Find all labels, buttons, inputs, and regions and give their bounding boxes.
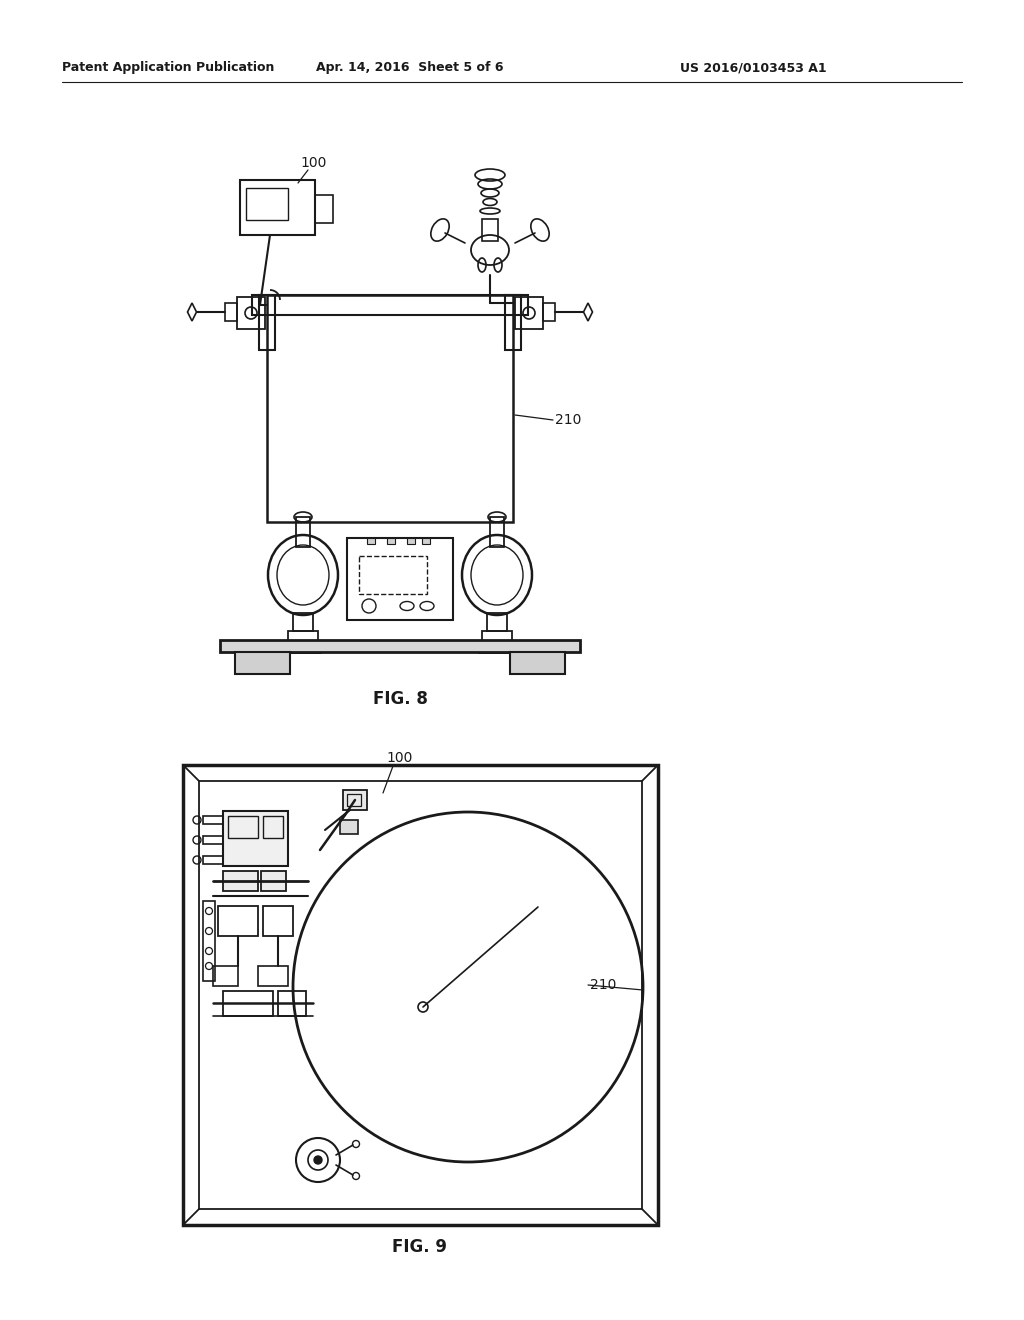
Bar [261, 871, 286, 891]
Bar [315, 195, 333, 223]
Bar [285, 643, 321, 653]
Bar [223, 871, 258, 891]
Bar [258, 966, 288, 986]
Text: FIG. 8: FIG. 8 [373, 690, 427, 708]
Text: 210: 210 [590, 978, 616, 993]
Bar [263, 816, 283, 838]
Bar [223, 810, 288, 866]
Bar [228, 816, 258, 838]
Bar [237, 297, 265, 329]
Bar [259, 294, 275, 350]
Bar [278, 991, 306, 1016]
Bar [246, 187, 288, 220]
Bar [225, 304, 237, 321]
Text: FIG. 9: FIG. 9 [392, 1238, 447, 1257]
Bar [218, 906, 258, 936]
Bar [343, 789, 367, 810]
Text: 100: 100 [386, 751, 413, 766]
Bar [203, 816, 223, 824]
Bar [199, 781, 642, 1209]
Bar [510, 652, 565, 675]
Text: 100: 100 [300, 156, 327, 170]
Bar [223, 991, 273, 1016]
Bar [240, 180, 315, 235]
Bar [293, 612, 313, 631]
Bar [203, 855, 223, 865]
Bar [252, 294, 528, 315]
Polygon shape [584, 304, 593, 321]
Bar [387, 539, 395, 544]
Text: US 2016/0103453 A1: US 2016/0103453 A1 [680, 62, 826, 74]
Circle shape [314, 1156, 322, 1164]
Bar [482, 631, 512, 643]
Bar [543, 304, 555, 321]
Bar [482, 219, 498, 242]
Bar [263, 906, 293, 936]
Text: Apr. 14, 2016  Sheet 5 of 6: Apr. 14, 2016 Sheet 5 of 6 [316, 62, 504, 74]
Bar [288, 631, 318, 643]
Bar [359, 556, 427, 594]
Bar [203, 836, 223, 843]
Bar [220, 640, 580, 652]
Text: Patent Application Publication: Patent Application Publication [62, 62, 274, 74]
Bar [515, 297, 543, 329]
Bar [347, 539, 453, 620]
Text: 210: 210 [555, 413, 582, 426]
Bar [183, 766, 658, 1225]
Bar [487, 612, 507, 631]
Bar [505, 294, 521, 350]
Bar [340, 820, 358, 834]
Bar [267, 294, 513, 521]
Bar [479, 643, 515, 653]
Bar [213, 966, 238, 986]
Bar [407, 539, 415, 544]
Bar [203, 902, 215, 981]
Bar [234, 652, 290, 675]
Bar [422, 539, 430, 544]
Polygon shape [187, 304, 197, 321]
Bar [490, 517, 504, 546]
Bar [367, 539, 375, 544]
Bar [347, 795, 361, 807]
Bar [296, 517, 310, 546]
